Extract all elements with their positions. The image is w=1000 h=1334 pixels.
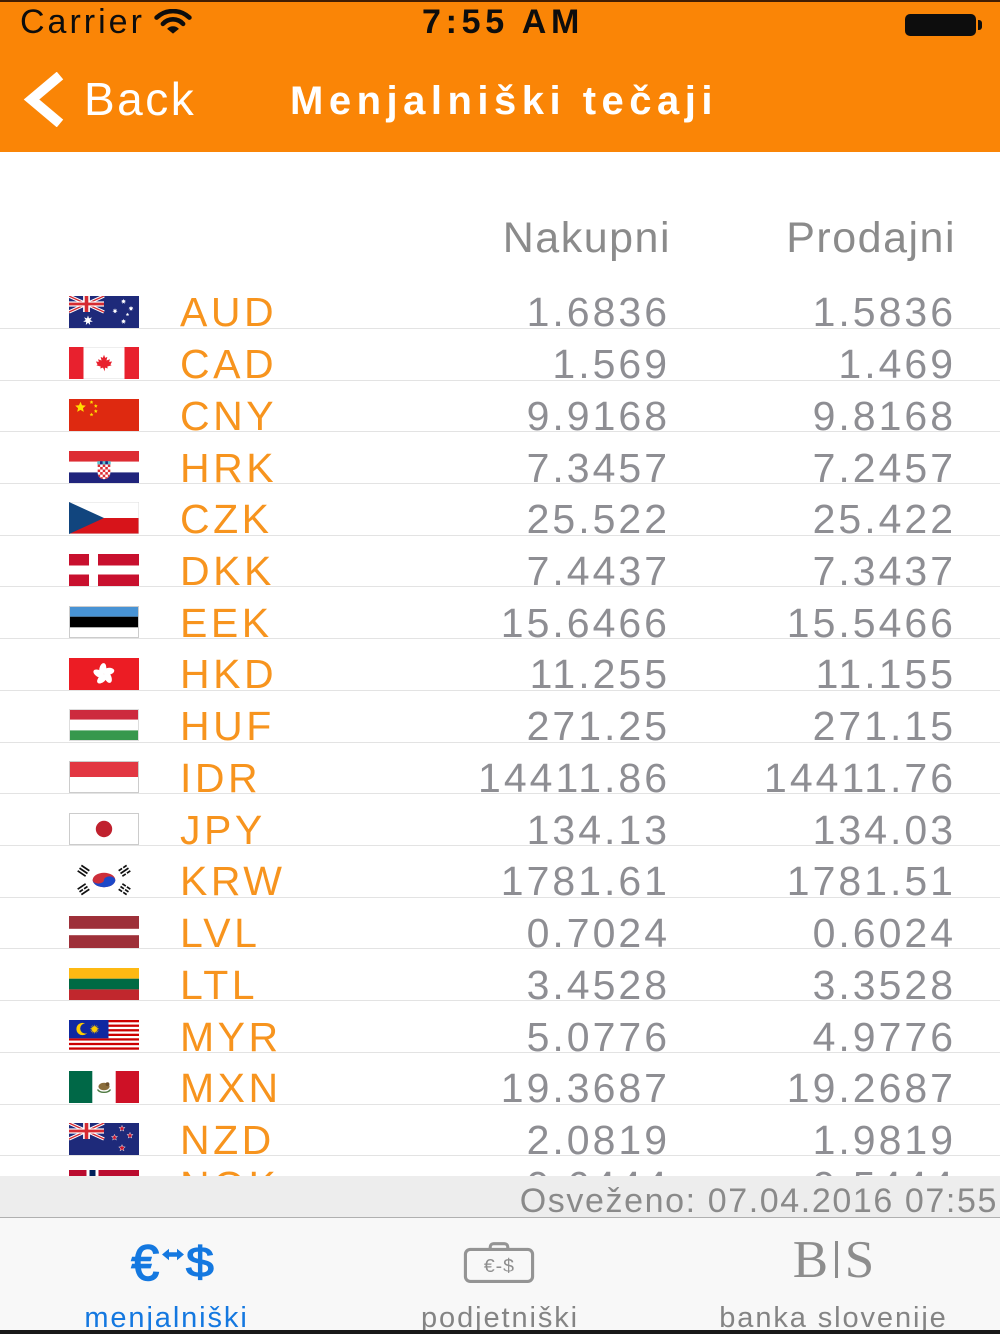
svg-text:€-$: €-$ [484,1255,515,1277]
